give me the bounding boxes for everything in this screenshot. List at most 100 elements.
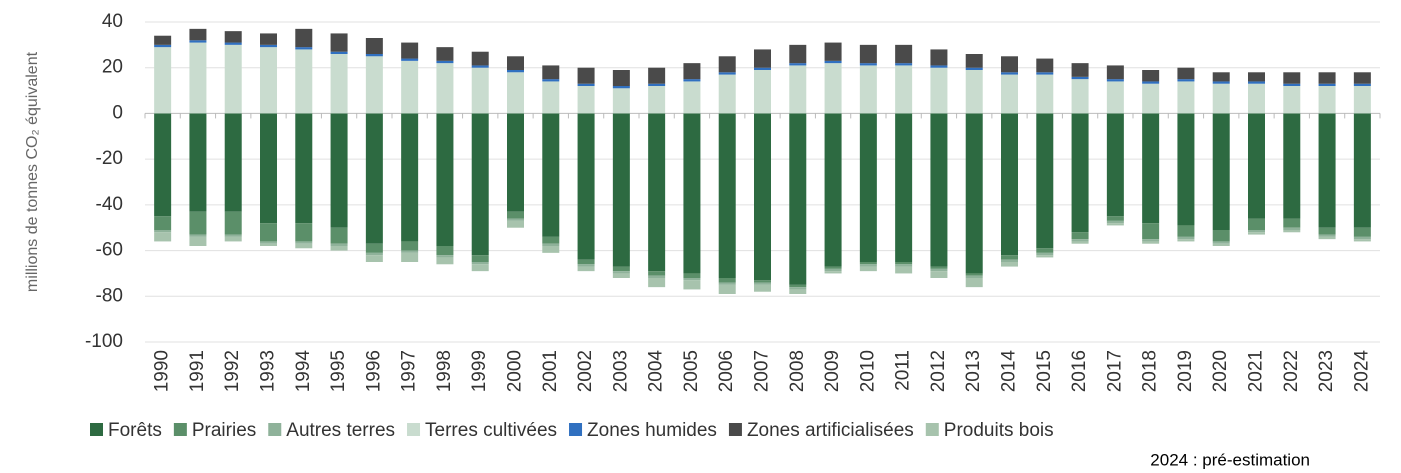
bar-segment <box>507 218 524 221</box>
bar-segment <box>824 268 842 272</box>
bar-segment <box>260 243 277 246</box>
bar-segment <box>260 223 277 242</box>
bar-segment <box>683 278 701 281</box>
bar-segment <box>542 243 560 246</box>
bar-segment <box>507 211 524 219</box>
x-tick-label: 2004 <box>646 350 667 393</box>
y-tick-label: 40 <box>102 11 123 32</box>
bar-segment <box>189 236 207 246</box>
bar-segment <box>1071 76 1089 80</box>
bar-segment <box>859 44 877 64</box>
bar-segment <box>577 259 595 265</box>
bar-segment <box>859 262 877 265</box>
bar-segment <box>1353 72 1371 84</box>
bar-segment <box>789 289 807 294</box>
bar-segment <box>754 70 771 114</box>
legend-label: Autres terres <box>286 420 395 441</box>
bar-segment <box>542 65 560 80</box>
bar-segment <box>612 70 630 86</box>
bar-segment <box>718 284 736 294</box>
bar-segment <box>1283 113 1301 219</box>
bar-segment <box>260 113 277 224</box>
bar-segment <box>507 113 524 212</box>
legend-label: Terres cultivées <box>425 420 557 441</box>
bar-segment <box>789 63 807 66</box>
bar-segment <box>683 280 701 290</box>
bar-segment <box>154 35 172 45</box>
bar-segment <box>965 113 983 274</box>
bar-segment <box>859 65 877 114</box>
bar-segment <box>471 264 489 272</box>
bar-segment <box>1212 81 1230 84</box>
bar-segment <box>754 282 771 285</box>
bar-segment <box>1106 216 1124 221</box>
bar-segment <box>648 278 666 288</box>
bar-segment <box>401 250 419 253</box>
x-tick-label: 2019 <box>1175 350 1196 392</box>
bar-segment <box>471 51 489 66</box>
bar-segment <box>295 47 313 50</box>
legend-swatch <box>268 423 282 436</box>
bar-segment <box>1212 230 1230 242</box>
bar-segment <box>330 113 348 228</box>
bar-segment <box>1071 113 1089 233</box>
bar-segment <box>1318 83 1336 86</box>
y-tick-label: -20 <box>96 148 123 169</box>
bar-segment <box>224 211 242 235</box>
x-tick-label: 2023 <box>1316 350 1337 392</box>
bar-segment <box>683 113 701 274</box>
bar-segment <box>1071 232 1089 240</box>
bar-segment <box>1177 79 1195 82</box>
bar-segment <box>930 67 948 114</box>
bar-segment <box>1142 223 1160 240</box>
bar-segment <box>1001 72 1018 75</box>
bar-segment <box>718 72 736 75</box>
bar-segment <box>930 113 948 267</box>
bar-segment <box>648 113 666 272</box>
legend-label: Forêts <box>108 420 162 441</box>
bar-segment <box>1353 239 1371 242</box>
bar-segment <box>330 243 348 246</box>
bar-segment <box>471 255 489 262</box>
bar-segment <box>542 246 560 253</box>
bar-segment <box>824 271 842 274</box>
bar-segment <box>1036 113 1054 249</box>
bar-segment <box>930 268 948 272</box>
bar-segment <box>401 42 419 59</box>
bar-segment <box>330 246 348 251</box>
bar-segment <box>789 113 807 285</box>
bar-segment <box>401 252 419 262</box>
x-tick-label: 2002 <box>575 350 596 392</box>
bar-segment <box>895 44 913 64</box>
bar-segment <box>965 278 983 288</box>
bar-segment <box>965 70 983 114</box>
bar-segment <box>401 58 419 61</box>
bar-segment <box>1177 113 1195 226</box>
bar-segment <box>965 54 983 68</box>
bar-segment <box>330 227 348 244</box>
x-tick-label: 2012 <box>928 350 949 392</box>
bar-segment <box>1106 223 1124 226</box>
bar-segment <box>1106 65 1124 80</box>
bar-segment <box>1106 113 1124 217</box>
bar-segment <box>1036 248 1054 253</box>
bar-segment <box>1353 113 1371 228</box>
x-tick-label: 2024 <box>1351 350 1372 393</box>
bar-segment <box>930 266 948 269</box>
bar-segment <box>471 67 489 114</box>
bar-segment <box>1071 239 1089 242</box>
bar-segment <box>436 60 454 64</box>
bar-segment <box>330 54 348 114</box>
bar-segment <box>1212 241 1230 244</box>
y-tick-label: -80 <box>96 285 123 306</box>
bar-segment <box>683 81 701 114</box>
bar-segment <box>930 271 948 278</box>
y-tick-label: 20 <box>102 57 123 78</box>
x-tick-label: 2017 <box>1104 350 1125 392</box>
y-tick-label: -60 <box>96 240 123 261</box>
legend-label: Prairies <box>192 420 256 441</box>
bar-segment <box>224 236 242 242</box>
bar-segment <box>471 113 489 256</box>
x-tick-label: 2010 <box>857 350 878 392</box>
bar-segment <box>1106 81 1124 114</box>
